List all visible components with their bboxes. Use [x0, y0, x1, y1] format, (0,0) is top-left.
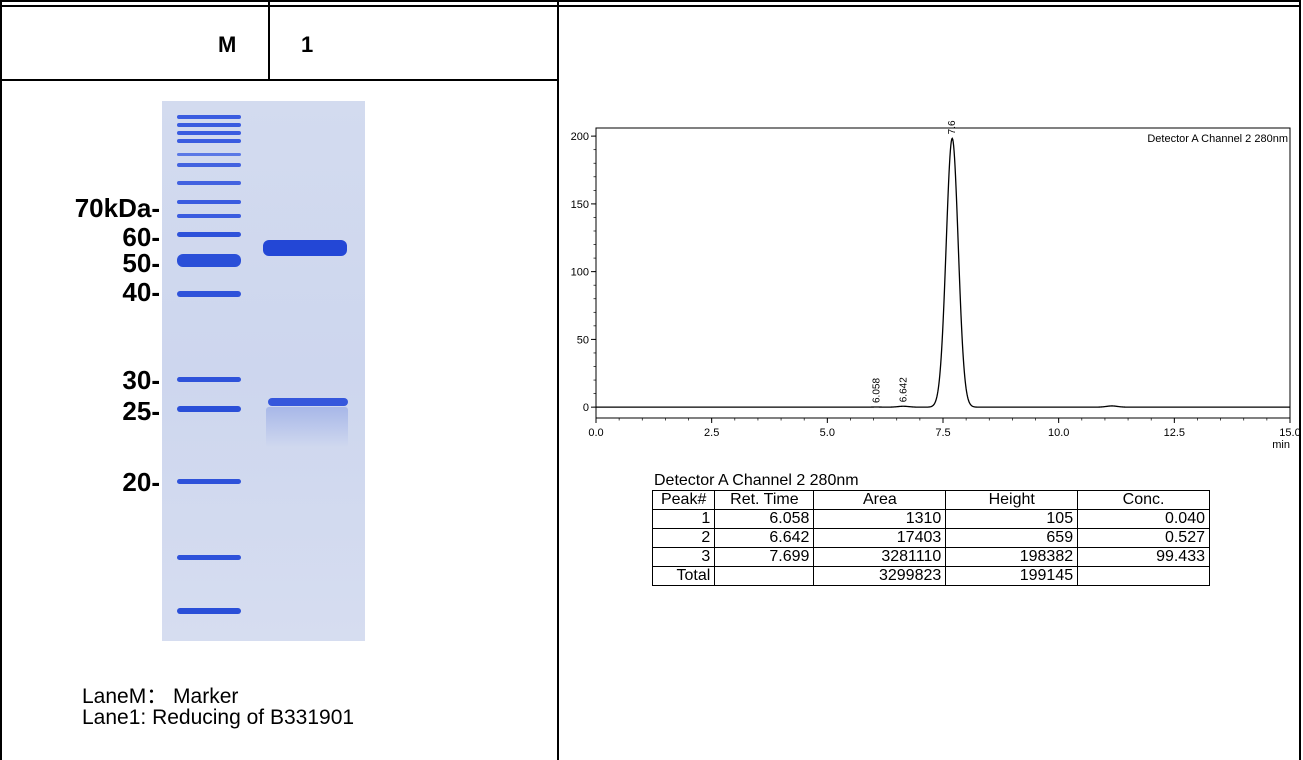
y-tick-label: 150	[571, 199, 589, 211]
x-tick-label: 5.0	[820, 427, 835, 439]
peak-table: Peak# Ret. Time Area Height Conc. 1 6.05…	[651, 490, 1210, 586]
series-line	[596, 137, 1290, 408]
sds-page-gel	[162, 101, 365, 641]
divider-header-left	[0, 79, 559, 81]
marker-band	[177, 377, 241, 382]
y-tick-label: 50	[577, 334, 589, 346]
marker-band	[177, 139, 241, 143]
table-row: 2 6.642 17403 659 0.527	[651, 528, 1210, 548]
y-tick-label: 0	[583, 402, 589, 414]
table-cell	[1077, 566, 1210, 586]
marker-band	[177, 291, 241, 297]
marker-band	[177, 555, 241, 560]
table-cell: 659	[945, 528, 1079, 548]
table-cell: 0.527	[1077, 528, 1210, 548]
mw-label-20: 20-	[122, 467, 160, 497]
chart-title: Detector A Channel 2 280nm	[1147, 133, 1288, 145]
col-header-rt: Ret. Time	[714, 490, 815, 510]
legend-lane-m: LaneM： Marker	[82, 685, 239, 708]
peak-label: 6.058	[871, 378, 882, 403]
marker-band	[177, 254, 241, 267]
x-axis-label: min	[1272, 439, 1290, 451]
mw-label-30: 30-	[122, 365, 160, 395]
table-cell: 3	[651, 547, 716, 567]
x-tick-label: 10.0	[1048, 427, 1069, 439]
table-cell: 199145	[945, 566, 1079, 586]
marker-band	[177, 214, 241, 218]
y-tick-label: 100	[571, 267, 589, 279]
table-cell: Total	[651, 566, 716, 586]
lane-label-m: M	[218, 32, 237, 57]
table-cell: 198382	[945, 547, 1079, 567]
y-tick-label: 200	[571, 131, 589, 143]
marker-band	[177, 232, 241, 237]
mw-label-40: 40-	[122, 277, 160, 307]
divider-top	[0, 0, 1301, 2]
table-cell: 7.699	[714, 547, 815, 567]
table-cell: 17403	[813, 528, 947, 548]
table-title: Detector A Channel 2 280nm	[654, 472, 859, 489]
mw-label-25: 25-	[122, 396, 160, 426]
table-cell	[714, 566, 815, 586]
mw-label-60: 60-	[122, 222, 160, 252]
legend-lane-1: Lane1: Reducing of B331901	[82, 706, 355, 729]
sample-band-heavy	[263, 240, 347, 256]
x-tick-label: 2.5	[704, 427, 719, 439]
table-row: 3 7.699 3281110 198382 99.433	[651, 547, 1210, 567]
peak-label: 7.699	[947, 120, 958, 134]
table-cell: 0.040	[1077, 509, 1210, 529]
table-header-row: Peak# Ret. Time Area Height Conc.	[651, 490, 1210, 510]
plot-frame	[595, 127, 1291, 419]
table-cell: 6.058	[714, 509, 815, 529]
sample-smear	[266, 407, 348, 447]
col-header-area: Area	[813, 490, 947, 510]
x-tick-label: 12.5	[1164, 427, 1185, 439]
divider-vertical-lanes	[268, 0, 270, 80]
x-tick-label: 7.5	[935, 427, 950, 439]
table-cell: 105	[945, 509, 1079, 529]
marker-band	[177, 200, 241, 204]
marker-band	[177, 608, 241, 614]
marker-band	[177, 163, 241, 167]
marker-band	[177, 153, 241, 156]
marker-band	[177, 181, 241, 185]
mw-label-50: 50-	[122, 248, 160, 278]
table-cell: 2	[651, 528, 716, 548]
col-header-height: Height	[945, 490, 1079, 510]
table-row-total: Total 3299823 199145	[651, 566, 1210, 586]
peak-label: 6.642	[898, 377, 909, 402]
x-tick-label: 0.0	[588, 427, 603, 439]
marker-band	[177, 131, 241, 135]
table-cell: 3299823	[813, 566, 947, 586]
marker-band	[177, 115, 241, 119]
marker-band	[177, 479, 241, 484]
lane-label-1: 1	[301, 32, 314, 57]
table-cell: 3281110	[813, 547, 947, 567]
marker-band	[177, 123, 241, 127]
table-cell: 99.433	[1077, 547, 1210, 567]
x-tick-label: 15.0	[1279, 427, 1300, 439]
table-cell: 6.642	[714, 528, 815, 548]
col-header-conc: Conc.	[1077, 490, 1210, 510]
divider-top2	[0, 5, 1301, 7]
table-cell: 1	[651, 509, 716, 529]
table-cell: 1310	[813, 509, 947, 529]
marker-band	[177, 406, 241, 412]
divider-vertical-main	[557, 0, 559, 760]
table-row: 1 6.058 1310 105 0.040	[651, 509, 1210, 529]
mw-label-70: 70kDa-	[74, 193, 160, 223]
col-header-peak: Peak#	[651, 490, 716, 510]
sample-band-light	[268, 398, 348, 406]
